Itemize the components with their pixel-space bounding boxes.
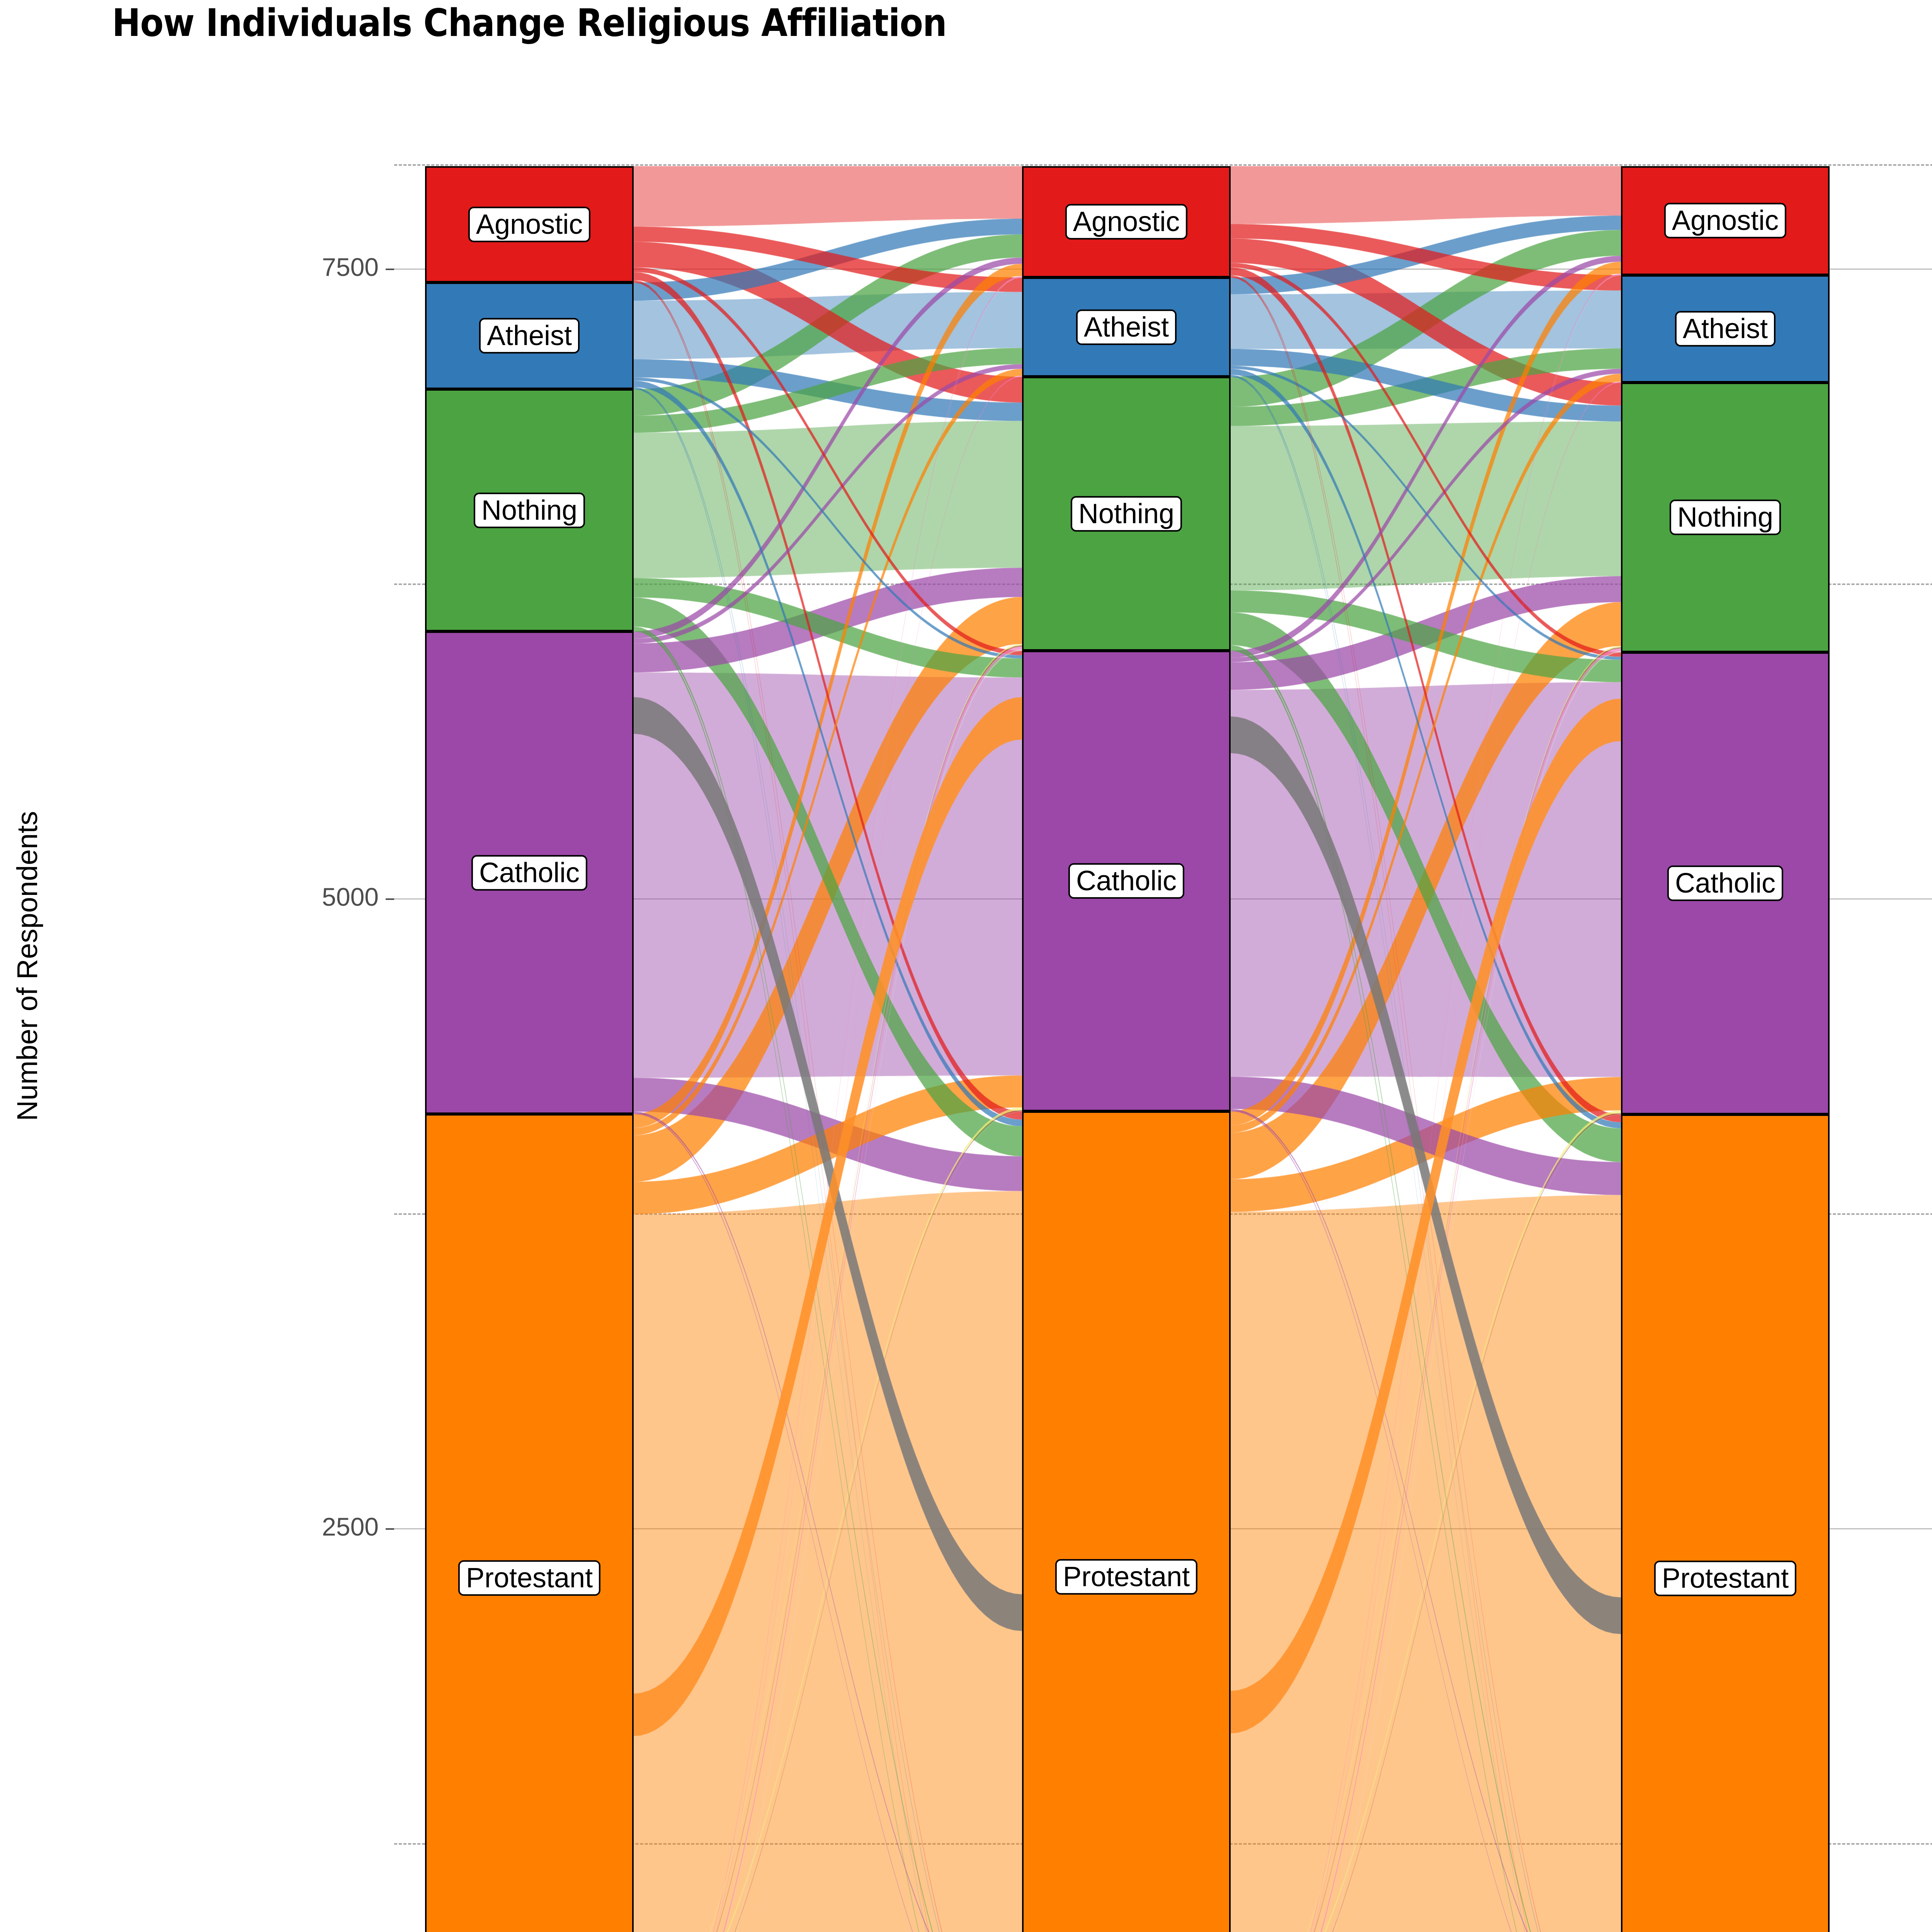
alluvial-flows <box>0 0 1932 1932</box>
alluvial-chart-panel: AgnosticAtheistNothingCatholicProtestant… <box>0 0 1932 1932</box>
